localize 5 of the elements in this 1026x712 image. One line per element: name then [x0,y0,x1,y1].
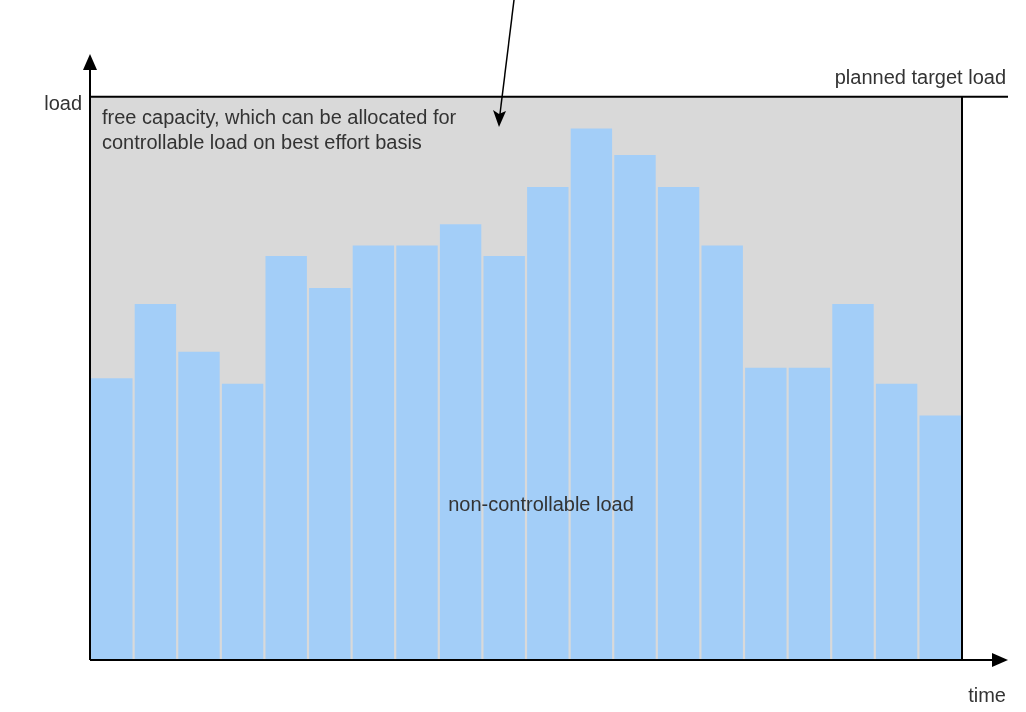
x-axis-title: time [968,683,1006,706]
annotation: non-controllable load [448,492,634,515]
ref-line-label: planned target load [834,66,1006,89]
annotation: free capacity, which can be allocated for controllable load on best effort basis [102,106,457,154]
y-axis-title: load [44,92,82,115]
